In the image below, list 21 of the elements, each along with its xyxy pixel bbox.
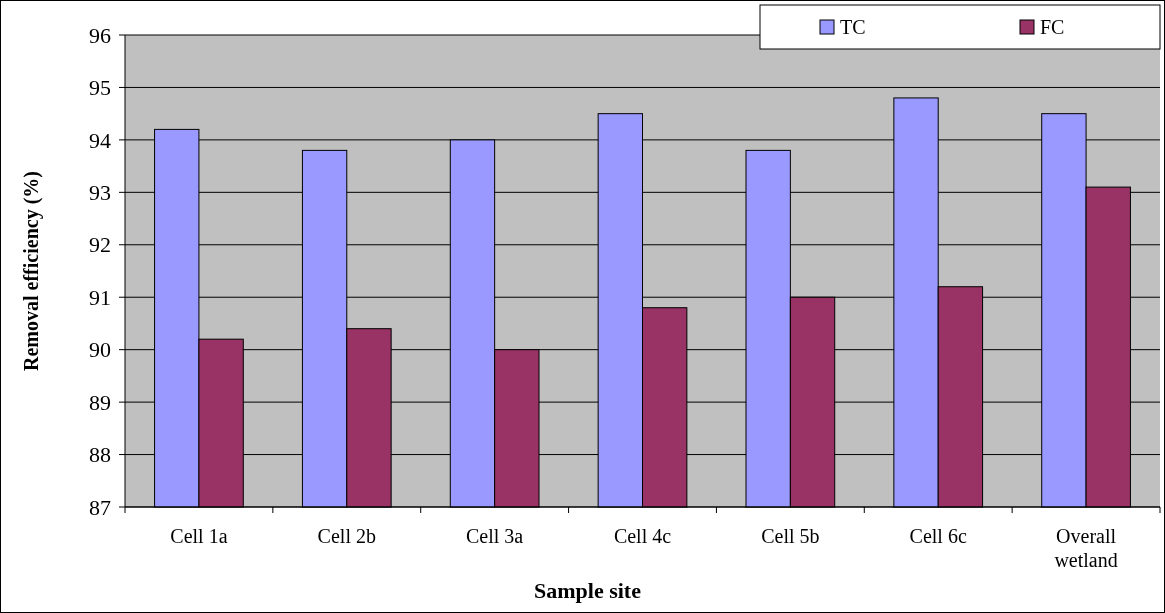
x-tick-label: Cell 6c xyxy=(909,525,967,547)
y-tick-label: 93 xyxy=(89,180,111,206)
y-tick-label: 95 xyxy=(89,75,111,101)
x-axis-title: Sample site xyxy=(534,578,642,603)
y-tick-label: 89 xyxy=(89,389,111,415)
y-axis-title: Removal efficiency (%) xyxy=(20,171,43,371)
x-tick-label: Cell 1a xyxy=(170,525,228,547)
legend-label: TC xyxy=(840,16,866,38)
y-tick-label: 90 xyxy=(89,337,111,363)
y-tick-label: 87 xyxy=(89,494,111,520)
x-tick-label: Cell 5b xyxy=(761,525,820,547)
y-tick-label: 94 xyxy=(89,127,111,153)
y-tick-label: 96 xyxy=(89,22,111,48)
legend-label: FC xyxy=(1040,16,1065,38)
y-tick-label: 91 xyxy=(89,284,111,310)
x-tick-label: Cell 2b xyxy=(317,525,376,547)
y-tick-label: 88 xyxy=(89,442,111,468)
x-tick-label: Cell 4c xyxy=(613,525,672,547)
x-tick-label: Overall wetland xyxy=(1054,525,1118,571)
y-tick-label: 92 xyxy=(89,232,111,258)
x-tick-label: Cell 3a xyxy=(466,525,524,547)
